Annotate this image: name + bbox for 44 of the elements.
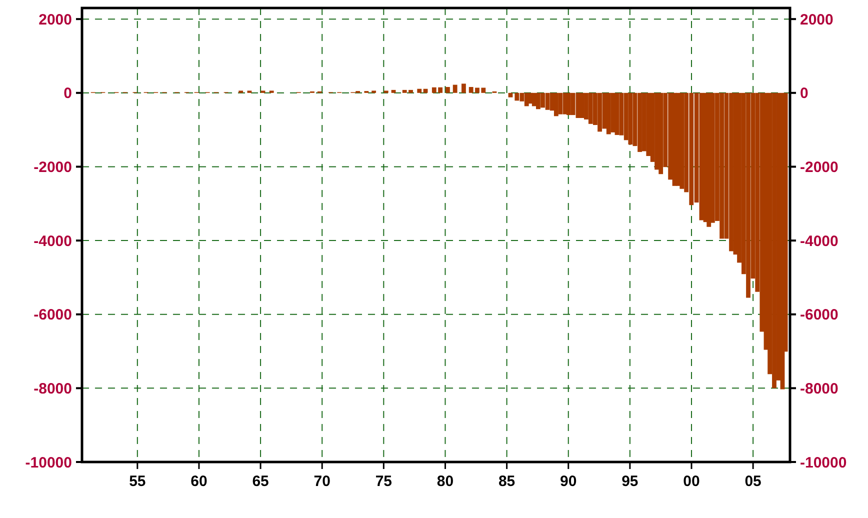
bar: [558, 92, 563, 114]
y-tick-label: 0: [64, 85, 72, 102]
y2-tick-label: -4000: [800, 232, 838, 250]
y2-tick-label: -10000: [800, 454, 847, 472]
y-tick-label: -2000: [34, 158, 72, 176]
bar: [566, 92, 571, 116]
bar: [452, 84, 458, 93]
x-tick-label: 05: [744, 473, 762, 490]
bar: [610, 92, 616, 132]
bar: [580, 92, 584, 118]
bar: [706, 92, 712, 227]
bar: [423, 88, 428, 93]
y-tick-label: -6000: [34, 306, 72, 324]
bar: [417, 88, 422, 93]
bar: [462, 84, 466, 93]
bar: [554, 92, 558, 116]
x-tick-label: 80: [436, 473, 454, 490]
x-tick-label: 90: [560, 473, 577, 490]
y-tick-label: -4000: [34, 232, 72, 250]
y2-tick-label: 2000: [800, 11, 834, 28]
y-tick-label: -10000: [25, 454, 72, 472]
bar: [628, 92, 633, 145]
y-tick-label: 2000: [38, 11, 72, 28]
x-tick-label: 95: [622, 473, 638, 490]
bar: [445, 86, 450, 93]
bar: [606, 92, 611, 134]
x-tick-label: 85: [498, 473, 516, 490]
x-tick-label: 75: [375, 473, 392, 490]
y2-tick-label: -6000: [800, 306, 838, 324]
x-tick-label: 65: [252, 473, 269, 490]
y2-tick-label: -2000: [800, 158, 838, 176]
bar: [614, 92, 620, 135]
x-tick-label: 70: [314, 473, 330, 490]
bar: [658, 92, 664, 174]
x-tick-label: 00: [683, 473, 700, 490]
y2-tick-label: 0: [800, 85, 808, 102]
x-tick-label: 60: [190, 473, 208, 490]
bar: [508, 92, 513, 98]
y-tick-label: -8000: [34, 380, 72, 398]
bar: [680, 92, 684, 189]
bar: [654, 92, 659, 170]
y2-tick-label: -8000: [800, 380, 838, 398]
bar: [391, 90, 396, 93]
x-tick-label: 55: [129, 473, 146, 490]
